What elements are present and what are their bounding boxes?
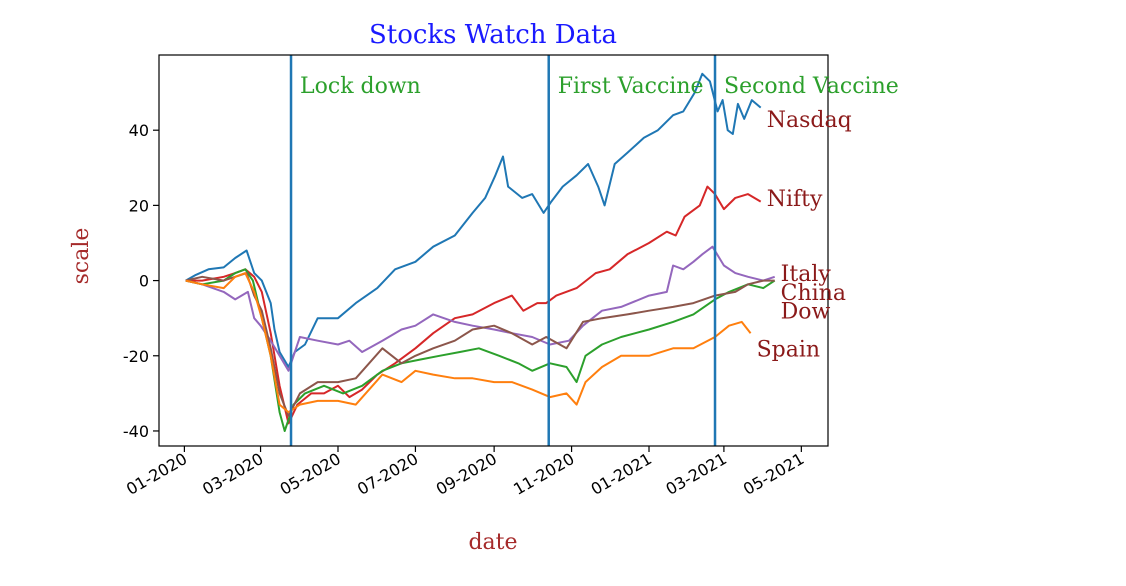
- x-tick-label: 09-2020: [433, 449, 500, 499]
- event-annotation-1: Lock down: [300, 74, 421, 99]
- series-line-nifty: [185, 185, 762, 425]
- y-tick-label: -40: [123, 422, 149, 441]
- x-tick-label: 03-2020: [199, 449, 266, 499]
- x-tick-label: 05-2020: [277, 449, 344, 499]
- plot-layer: [185, 55, 776, 446]
- plot-frame: [158, 54, 829, 447]
- event-annotation-2: First Vaccine: [558, 74, 704, 99]
- x-tick-label: 11-2020: [510, 449, 577, 499]
- x-tick-label: 01-2020: [123, 449, 190, 499]
- x-tick-label: 03-2021: [663, 449, 730, 499]
- series-label-dow: Dow: [781, 300, 831, 325]
- series-label-spain: Spain: [757, 337, 820, 362]
- event-annotation-3: Second Vaccine: [724, 74, 899, 99]
- chart-title: Stocks Watch Data: [369, 20, 617, 50]
- series-line-nasdaq: [185, 72, 762, 368]
- x-tick-label: 07-2020: [354, 449, 421, 499]
- text-layer: Stocks Watch Data date scale Nasdaq Nifty…: [69, 20, 899, 555]
- x-axis-label: date: [468, 530, 517, 555]
- y-tick-label: 20: [129, 196, 149, 215]
- y-tick-label: 40: [129, 121, 149, 140]
- y-tick-label: 0: [139, 272, 149, 291]
- series-line-dow: [185, 272, 775, 417]
- y-tick-label: -20: [123, 347, 149, 366]
- series-label-china: China: [781, 281, 846, 306]
- y-axis-label: scale: [69, 228, 94, 285]
- series-line-spain: [185, 272, 752, 414]
- series-label-nasdaq: Nasdaq: [767, 108, 852, 133]
- series-label-italy: Italy: [781, 262, 832, 287]
- x-tick-label: 01-2021: [588, 449, 655, 499]
- x-tick-label: 05-2021: [740, 449, 807, 499]
- series-label-nifty: Nifty: [767, 187, 823, 212]
